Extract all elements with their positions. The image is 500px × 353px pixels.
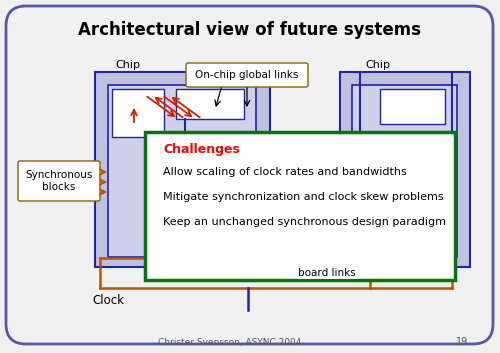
Bar — [145, 132, 455, 280]
FancyBboxPatch shape — [186, 63, 308, 87]
Bar — [176, 89, 244, 119]
Text: Architectural view of future systems: Architectural view of future systems — [78, 21, 422, 39]
Text: On-chip global links: On-chip global links — [196, 70, 298, 80]
Bar — [340, 72, 470, 267]
Bar — [352, 85, 457, 257]
Bar — [380, 89, 445, 124]
Bar — [360, 215, 445, 250]
Bar — [108, 85, 256, 257]
Text: Christer Svensson, ASYNC 2004: Christer Svensson, ASYNC 2004 — [158, 337, 302, 347]
FancyBboxPatch shape — [6, 6, 493, 344]
Text: Synchronous
blocks: Synchronous blocks — [26, 170, 92, 192]
Text: Keep an unchanged synchronous design paradigm: Keep an unchanged synchronous design par… — [163, 217, 446, 227]
Text: Challenges: Challenges — [163, 144, 240, 156]
Text: Mitigate synchronization and clock skew problems: Mitigate synchronization and clock skew … — [163, 192, 444, 202]
Text: board links: board links — [298, 268, 356, 278]
Bar — [176, 215, 244, 250]
Text: Clock: Clock — [92, 293, 124, 306]
Bar — [95, 72, 270, 267]
FancyBboxPatch shape — [18, 161, 100, 201]
Text: Allow scaling of clock rates and bandwidths: Allow scaling of clock rates and bandwid… — [163, 167, 407, 177]
Text: Chip: Chip — [365, 60, 390, 70]
Text: Chip: Chip — [115, 60, 140, 70]
Text: 19: 19 — [456, 337, 468, 347]
Bar — [112, 89, 164, 137]
